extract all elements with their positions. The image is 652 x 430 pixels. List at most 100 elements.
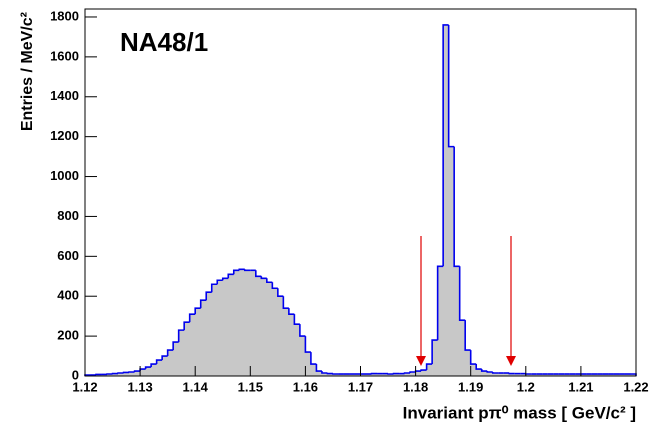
bar	[459, 320, 466, 376]
bar	[332, 374, 339, 376]
bar	[272, 288, 279, 376]
bar	[288, 314, 295, 376]
x-tick-label: 1.13	[127, 379, 152, 394]
bar-outline	[210, 283, 218, 293]
bar-outline	[243, 269, 251, 272]
bar	[167, 350, 174, 376]
bar	[492, 373, 499, 376]
bar	[195, 308, 202, 376]
bar-outline	[282, 296, 289, 309]
bar-outline	[277, 288, 284, 298]
bar	[250, 270, 257, 376]
bar	[536, 374, 543, 376]
y-tick-label: 1800	[50, 8, 79, 23]
bar	[465, 350, 471, 376]
bar-outline	[260, 276, 267, 280]
bar	[338, 374, 345, 376]
bar-outline	[255, 270, 262, 278]
bar-outline	[315, 364, 322, 372]
bar	[112, 373, 119, 376]
bar	[498, 373, 505, 376]
bar	[443, 24, 449, 377]
bar	[366, 374, 372, 376]
plot-frame	[84, 8, 637, 377]
bar-outline	[133, 370, 141, 373]
bar	[360, 374, 367, 376]
x-tick-label: 1.18	[403, 379, 428, 394]
bar-outline	[188, 313, 196, 323]
bar-outline	[486, 371, 493, 373]
bar-outline	[409, 371, 416, 374]
bar-outline	[194, 307, 201, 315]
bar-outline	[453, 146, 460, 268]
bar	[211, 284, 218, 376]
bar	[354, 374, 361, 376]
bar-outline	[150, 363, 157, 368]
bar	[222, 278, 229, 376]
bar	[283, 308, 290, 376]
bar-outline	[326, 372, 333, 375]
bar	[487, 372, 494, 376]
bar	[129, 372, 135, 376]
bar	[520, 373, 527, 376]
bar	[266, 282, 273, 376]
bar	[542, 374, 549, 376]
bar	[608, 374, 615, 376]
x-tick-label: 1.14	[183, 379, 209, 394]
x-axis-label: Invariant pπ⁰ mass [ GeV/c² ]	[403, 403, 636, 422]
y-tick-label: 1600	[50, 48, 79, 63]
bar	[514, 373, 521, 376]
bar	[140, 369, 146, 376]
annotation: NA48/1	[120, 27, 208, 57]
bar	[580, 374, 587, 376]
bar-outline	[469, 350, 477, 365]
bar	[525, 374, 532, 376]
bar	[156, 360, 163, 376]
bar-outline	[299, 324, 306, 337]
bar	[145, 367, 152, 376]
bar-outline	[431, 339, 438, 365]
bar-outline	[288, 308, 295, 315]
bar	[277, 296, 284, 376]
bar	[310, 364, 317, 376]
bar	[244, 270, 251, 376]
x-tick-label: 1.12	[72, 379, 97, 394]
bar	[602, 374, 609, 376]
y-tick-label: 1400	[50, 88, 79, 103]
x-tick-label: 1.17	[348, 379, 373, 394]
x-tick-label: 1.22	[623, 379, 648, 394]
x-tick-label: 1.2	[517, 379, 535, 394]
bar-outline	[172, 341, 179, 351]
bar	[393, 373, 400, 376]
bar	[151, 364, 157, 376]
bar	[564, 374, 571, 376]
bar	[454, 266, 460, 376]
bar-outline	[227, 273, 234, 279]
bar-outline	[321, 371, 328, 374]
bar	[630, 374, 637, 376]
bar-outline	[161, 355, 168, 361]
bar	[327, 373, 334, 376]
bar	[410, 372, 416, 376]
bar	[123, 372, 130, 376]
bar	[547, 374, 554, 376]
bar-outline	[310, 352, 317, 365]
bar	[184, 322, 190, 376]
bar	[189, 314, 196, 376]
bar-outline	[166, 349, 174, 357]
bar-outline	[205, 291, 212, 301]
bar	[382, 373, 389, 376]
bar	[134, 371, 141, 376]
bar	[349, 374, 356, 376]
bar	[437, 266, 444, 376]
bar	[233, 270, 240, 376]
y-tick-label: 200	[57, 328, 79, 343]
x-tick-label: 1.19	[458, 379, 483, 394]
bar-outline	[177, 329, 185, 343]
y-tick-label: 1000	[50, 168, 79, 183]
bar	[343, 374, 350, 376]
bar-outline	[238, 268, 245, 271]
bar-outline	[221, 277, 229, 281]
y-tick-label: 400	[57, 288, 79, 303]
